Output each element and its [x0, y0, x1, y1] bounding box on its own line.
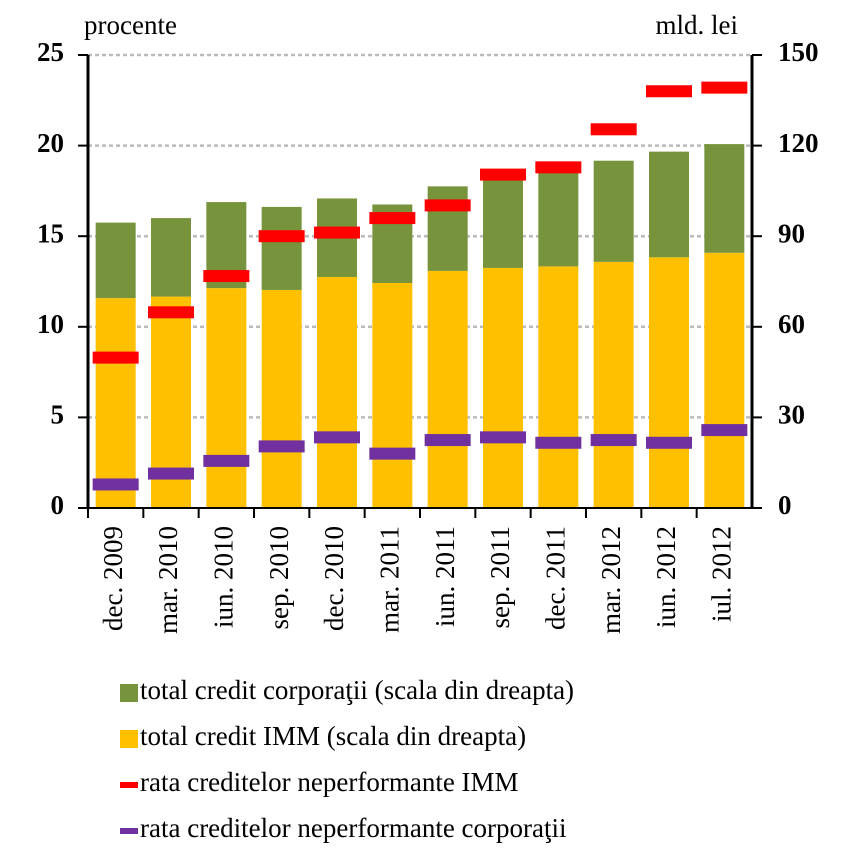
marker	[701, 424, 748, 437]
bar-segment	[483, 172, 523, 268]
y2-tick-label: 30	[778, 400, 805, 430]
bar-segment	[538, 169, 579, 267]
marker	[701, 81, 748, 94]
y2-tick-label: 120	[778, 128, 819, 158]
x-tick-label: sep. 2011	[485, 526, 515, 629]
x-tick-label: iun. 2011	[430, 526, 460, 627]
bar-segment	[317, 276, 357, 508]
bar-segment	[704, 144, 745, 253]
bar-segment	[704, 252, 745, 508]
y-tick-label: 5	[51, 400, 65, 430]
marker	[314, 431, 360, 444]
y-axis-label: procente	[84, 10, 177, 40]
y2-axis-label: mld. lei	[656, 10, 739, 40]
x-tick-label: dec. 2010	[319, 526, 349, 631]
bar-segment	[151, 218, 191, 297]
x-tick-label: iun. 2010	[209, 526, 239, 628]
marker	[314, 226, 360, 239]
bar-segment	[593, 160, 634, 262]
marker	[92, 478, 139, 491]
marker	[480, 168, 526, 181]
bar-segment	[649, 257, 689, 508]
marker	[646, 85, 692, 98]
legend-swatch	[120, 828, 138, 834]
legend-label: rata creditelor neperformante IMM	[140, 767, 519, 797]
x-tick-label: iul. 2012	[707, 526, 737, 622]
x-tick-label: mar. 2012	[596, 526, 626, 634]
bar-segment	[483, 267, 523, 508]
x-tick-label: dec. 2011	[541, 526, 571, 630]
y-tick-label: 0	[51, 490, 65, 520]
marker	[203, 454, 250, 467]
legend-swatch	[120, 730, 138, 748]
marker	[535, 436, 582, 449]
marker	[369, 447, 416, 460]
bar-segment	[206, 288, 247, 508]
y2-tick-label: 60	[778, 309, 805, 339]
x-tick-label: iun. 2012	[651, 526, 681, 628]
marker	[148, 467, 194, 480]
marker	[480, 431, 526, 444]
marker	[258, 440, 305, 453]
bar-segment	[261, 206, 302, 290]
bar-segment	[649, 151, 689, 258]
legend-label: total credit corporaţii (scala din dreap…	[140, 675, 574, 705]
legend-label: total credit IMM (scala din dreapta)	[140, 721, 526, 751]
bar-segment	[427, 270, 468, 508]
bar-segment	[427, 186, 468, 271]
y2-tick-label: 150	[778, 37, 819, 67]
bar-segment	[261, 289, 302, 508]
marker	[424, 199, 471, 212]
bar-segment	[538, 266, 579, 508]
x-tick-label: mar. 2011	[375, 526, 405, 633]
marker	[148, 306, 194, 319]
legend-label: rata creditelor neperformante corporaţii	[140, 813, 567, 843]
y2-tick-label: 0	[778, 490, 792, 520]
marker	[424, 434, 471, 447]
bar-segment	[95, 298, 136, 508]
marker	[535, 161, 582, 174]
marker	[646, 436, 692, 449]
y2-tick-label: 90	[778, 218, 805, 248]
y-tick-label: 15	[37, 218, 64, 248]
x-tick-label: sep. 2010	[264, 526, 294, 630]
bar-segment	[372, 283, 413, 508]
legend-swatch	[120, 782, 138, 788]
marker	[590, 123, 637, 136]
bar-segment	[95, 222, 136, 299]
y-tick-label: 20	[37, 128, 64, 158]
marker	[203, 270, 250, 283]
x-tick-label: dec. 2009	[98, 526, 128, 631]
marker	[369, 212, 416, 225]
marker	[92, 351, 139, 364]
legend-swatch	[120, 684, 138, 702]
y-tick-label: 25	[37, 37, 64, 67]
y-tick-label: 10	[37, 309, 64, 339]
marker	[258, 230, 305, 243]
marker	[590, 434, 637, 447]
bar-segment	[593, 261, 634, 508]
x-tick-label: mar. 2010	[153, 526, 183, 634]
